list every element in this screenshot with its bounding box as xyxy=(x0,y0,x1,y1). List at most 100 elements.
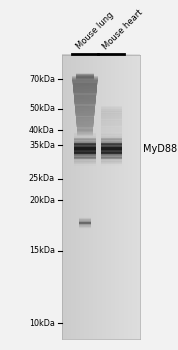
Bar xyxy=(76,121,94,127)
Bar xyxy=(73,84,97,89)
Bar xyxy=(101,130,122,137)
Bar xyxy=(74,93,96,99)
Bar xyxy=(75,106,95,112)
Bar xyxy=(76,118,94,123)
Bar xyxy=(75,111,95,117)
Bar xyxy=(74,147,96,148)
Bar xyxy=(74,149,96,150)
Bar xyxy=(79,225,91,226)
Bar xyxy=(72,79,98,84)
Bar xyxy=(101,156,122,158)
Bar xyxy=(101,164,122,165)
Bar xyxy=(74,148,96,149)
Bar xyxy=(74,142,96,144)
Text: 40kDa: 40kDa xyxy=(29,126,55,134)
Bar xyxy=(101,159,122,160)
Bar xyxy=(75,112,95,117)
Bar xyxy=(73,88,97,93)
Bar xyxy=(74,146,96,147)
Bar xyxy=(77,128,93,134)
Bar xyxy=(101,152,122,153)
Bar xyxy=(74,144,96,145)
Bar xyxy=(101,109,122,116)
Bar xyxy=(101,156,122,157)
Bar xyxy=(79,225,91,226)
Bar xyxy=(79,218,91,219)
Bar xyxy=(74,133,96,135)
Bar xyxy=(72,76,98,82)
Bar xyxy=(74,159,96,160)
Bar xyxy=(76,74,94,78)
Bar xyxy=(74,144,96,145)
Bar xyxy=(79,217,91,218)
Bar xyxy=(76,116,94,121)
Bar xyxy=(75,109,95,114)
Bar xyxy=(101,139,122,140)
Bar xyxy=(101,137,122,138)
Bar xyxy=(79,219,91,220)
Bar xyxy=(76,114,94,119)
Bar xyxy=(76,77,94,81)
Bar xyxy=(101,144,122,145)
Bar xyxy=(101,165,122,166)
Bar xyxy=(76,74,94,78)
Bar xyxy=(73,87,97,92)
Bar xyxy=(79,223,91,224)
Bar xyxy=(101,125,122,132)
Bar xyxy=(74,92,96,97)
Bar xyxy=(101,140,122,141)
Text: 50kDa: 50kDa xyxy=(29,104,55,113)
Bar xyxy=(74,135,96,136)
Bar xyxy=(101,134,122,135)
Bar xyxy=(74,139,96,140)
Bar xyxy=(77,128,93,133)
Bar xyxy=(101,118,122,125)
Bar xyxy=(77,130,93,135)
Bar xyxy=(76,120,94,126)
Bar xyxy=(101,146,122,147)
Text: 10kDa: 10kDa xyxy=(29,319,55,328)
Bar xyxy=(74,156,96,157)
Bar xyxy=(101,113,122,119)
Bar xyxy=(101,120,122,126)
Bar xyxy=(76,119,94,125)
Bar xyxy=(77,124,93,129)
Bar xyxy=(74,158,96,159)
Bar xyxy=(74,154,96,155)
Bar xyxy=(73,81,98,86)
Bar xyxy=(77,130,93,136)
Bar xyxy=(101,123,122,130)
Bar xyxy=(76,74,94,78)
Bar xyxy=(74,150,96,151)
Bar xyxy=(75,102,95,107)
Text: 15kDa: 15kDa xyxy=(29,246,55,255)
Bar xyxy=(75,107,95,113)
Bar xyxy=(76,118,94,124)
Bar xyxy=(76,76,94,80)
Bar xyxy=(101,158,122,159)
Bar xyxy=(74,156,96,158)
Bar xyxy=(101,147,122,149)
Bar xyxy=(74,138,96,140)
Bar xyxy=(74,160,96,161)
Bar xyxy=(76,76,94,79)
Bar xyxy=(101,133,122,134)
Bar xyxy=(101,132,122,139)
Bar xyxy=(79,218,91,219)
Bar xyxy=(101,107,122,114)
Bar xyxy=(76,74,94,78)
Bar xyxy=(76,75,94,79)
Text: 70kDa: 70kDa xyxy=(29,75,55,84)
Bar xyxy=(73,89,97,95)
Bar xyxy=(75,106,95,111)
Bar xyxy=(79,220,91,221)
Bar xyxy=(74,138,96,139)
Bar xyxy=(101,138,122,139)
Bar xyxy=(77,127,93,132)
Bar xyxy=(73,90,97,95)
Bar xyxy=(77,123,93,128)
Bar xyxy=(79,227,91,228)
Bar xyxy=(74,133,96,134)
Bar xyxy=(74,162,96,163)
Bar xyxy=(77,125,93,130)
